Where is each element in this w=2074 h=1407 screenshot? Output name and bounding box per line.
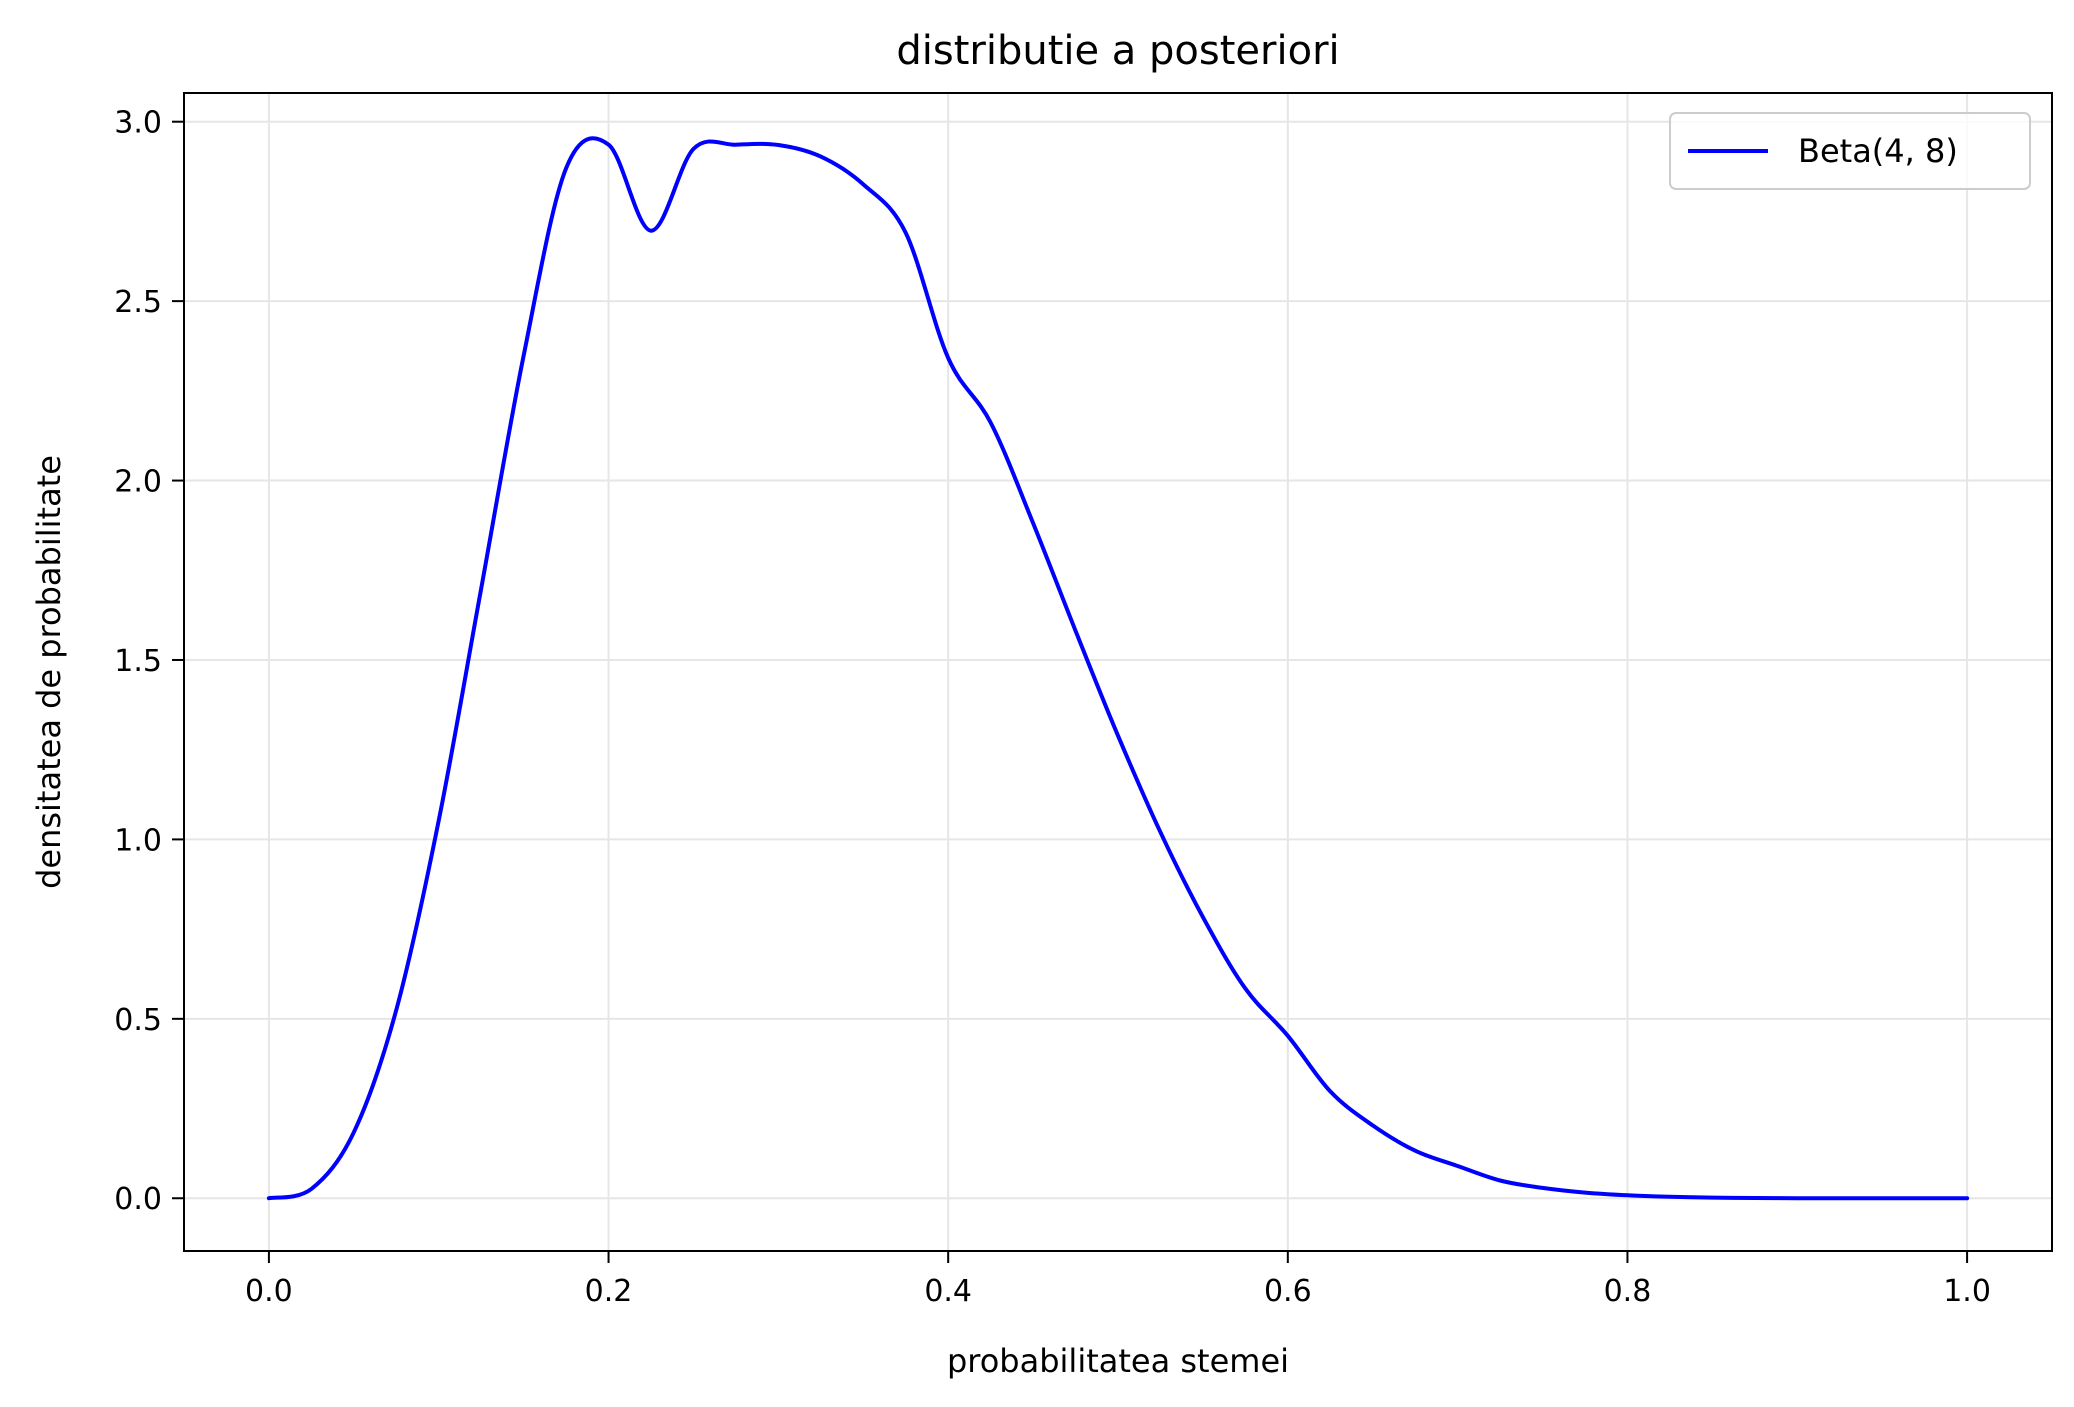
x-tick-label: 0.2 [585, 1274, 633, 1309]
chart-title: distributie a posteriori [896, 28, 1339, 74]
x-tick-label: 0.6 [1264, 1274, 1312, 1309]
x-tick-label: 0.8 [1604, 1274, 1652, 1309]
legend: Beta(4, 8) [1669, 112, 2031, 190]
y-tick-label: 0.5 [114, 1003, 162, 1038]
y-axis: 0.0 0.5 1.0 1.5 2.0 2.5 3.0 [114, 106, 184, 1217]
y-tick-label: 3.0 [114, 106, 162, 141]
x-axis: 0.0 0.2 0.4 0.6 0.8 1.0 [245, 1251, 1991, 1309]
legend-label: Beta(4, 8) [1798, 132, 1958, 170]
y-tick-label: 2.5 [114, 285, 162, 320]
x-axis-label: probabilitatea stemei [947, 1342, 1289, 1380]
y-tick-label: 2.0 [114, 465, 162, 500]
x-tick-label: 1.0 [1943, 1274, 1991, 1309]
y-tick-label: 1.5 [114, 644, 162, 679]
series-line [266, 136, 1970, 1201]
x-tick-label: 0.0 [245, 1274, 293, 1309]
series-layer [266, 136, 1970, 1201]
x-tick-label: 0.4 [924, 1274, 972, 1309]
y-axis-label: densitatea de probabilitate [30, 455, 68, 889]
plot-frame [183, 92, 2053, 1252]
legend-box [1669, 112, 2031, 190]
y-tick-label: 0.0 [114, 1182, 162, 1217]
y-tick-label: 1.0 [114, 823, 162, 858]
